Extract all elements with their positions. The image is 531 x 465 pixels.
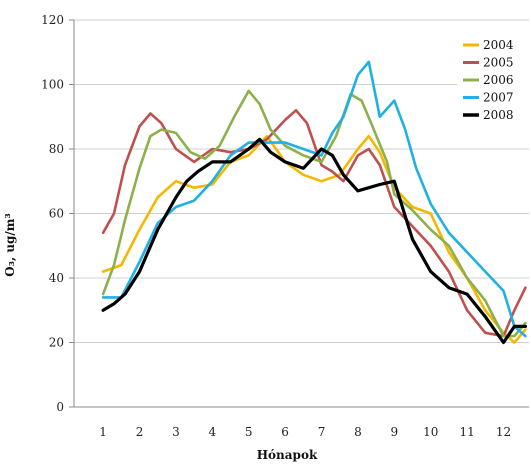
x-tick-label: 9 bbox=[390, 425, 398, 439]
legend: 2004 2005 2006 2007 2008 bbox=[457, 32, 531, 128]
x-tick-label: 3 bbox=[172, 425, 180, 439]
x-tick-label: 10 bbox=[423, 425, 438, 439]
x-tick-label: 7 bbox=[318, 425, 326, 439]
plot-lines bbox=[101, 60, 528, 345]
series-line-2008 bbox=[101, 137, 528, 345]
x-tick-label: 4 bbox=[208, 425, 216, 439]
y-tick-label: 120 bbox=[41, 13, 64, 27]
x-tick-label: 2 bbox=[136, 425, 144, 439]
legend-label: 2004 bbox=[483, 38, 514, 52]
y-axis-title: O₃, ug/m³ bbox=[3, 213, 17, 277]
x-tick-label: 6 bbox=[281, 425, 289, 439]
legend-label: 2007 bbox=[483, 91, 514, 105]
legend-label: 2005 bbox=[483, 56, 514, 70]
y-tick-label: 20 bbox=[49, 336, 64, 350]
series-line-2005 bbox=[101, 109, 527, 338]
x-tick-label: 8 bbox=[354, 425, 362, 439]
y-tick-label: 0 bbox=[56, 400, 64, 414]
legend-label: 2008 bbox=[483, 108, 514, 122]
y-tick-label: 80 bbox=[49, 142, 64, 156]
legend-label: 2006 bbox=[483, 73, 514, 87]
x-tick-label: 11 bbox=[459, 425, 474, 439]
x-axis-title: Hónapok bbox=[257, 448, 318, 462]
y-tick-label: 60 bbox=[49, 207, 64, 221]
y-tick-label: 100 bbox=[41, 78, 64, 92]
x-tick-label: 1 bbox=[99, 425, 107, 439]
series-line-2004 bbox=[101, 134, 527, 344]
x-tick-label: 5 bbox=[245, 425, 253, 439]
series-line-2006 bbox=[101, 89, 527, 338]
series-line-2007 bbox=[101, 60, 527, 338]
x-tick-label: 12 bbox=[496, 425, 511, 439]
y-tick-label: 40 bbox=[49, 271, 64, 285]
